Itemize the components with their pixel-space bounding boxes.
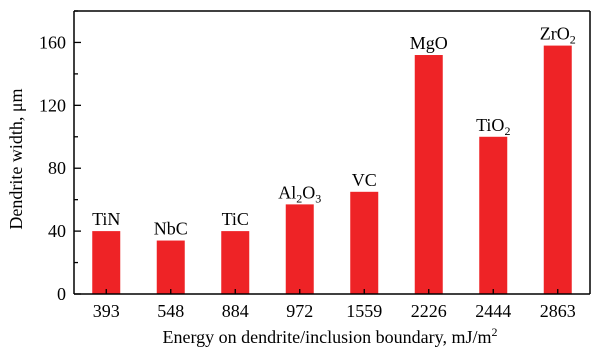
y-tick-label-160: 160 — [39, 32, 66, 52]
y-ticks-layer: 0 40 80 120 160 — [39, 10, 81, 304]
x-tick-label-548: 548 — [157, 301, 184, 321]
bar-548 — [156, 240, 185, 294]
y-tick-label-120: 120 — [39, 95, 66, 115]
x-tick-label-2444: 2444 — [475, 301, 511, 321]
x-tick-label-884: 884 — [222, 301, 249, 321]
bar-labels-layer: TiN NbC TiC Al2O3 VC MgO TiO2 ZrO2 — [92, 24, 576, 239]
x-tick-label-2863: 2863 — [540, 301, 576, 321]
bars-layer — [92, 45, 572, 295]
bar-972 — [285, 204, 314, 294]
x-tick-label-393: 393 — [93, 301, 120, 321]
bar-label-393: TiN — [92, 209, 120, 229]
bar-label-2863: ZrO2 — [540, 24, 576, 47]
bar-2226 — [414, 55, 443, 295]
bar-label-2444: TiO2 — [476, 115, 510, 138]
y-tick-label-0: 0 — [57, 284, 66, 304]
axes-layer — [73, 10, 591, 295]
y-axis-label: Dendrite width, μm — [6, 88, 26, 229]
x-ticks-layer: 393 548 884 972 1559 2226 2444 2863 — [93, 289, 576, 321]
x-tick-label-1559: 1559 — [346, 301, 382, 321]
bar-2863 — [543, 45, 572, 294]
bar-label-884: TiC — [222, 209, 249, 229]
bar-2444 — [479, 136, 508, 294]
bar-393 — [92, 231, 121, 294]
x-axis-label-main: Energy on dendrite/inclusion boundary, m… — [163, 327, 492, 347]
bar-label-548: NbC — [154, 219, 188, 239]
y-tick-label-40: 40 — [48, 221, 66, 241]
x-axis-label: Energy on dendrite/inclusion boundary, m… — [163, 325, 498, 347]
bar-label-2226: MgO — [410, 33, 448, 53]
bar-1559 — [350, 191, 379, 294]
x-tick-label-2226: 2226 — [411, 301, 447, 321]
y-tick-label-80: 80 — [48, 158, 66, 178]
bar-label-1559: VC — [352, 170, 377, 190]
x-tick-label-972: 972 — [286, 301, 313, 321]
bar-884 — [221, 231, 250, 294]
bar-label-972: Al2O3 — [278, 182, 321, 205]
x-axis-label-superscript: 2 — [491, 325, 497, 339]
